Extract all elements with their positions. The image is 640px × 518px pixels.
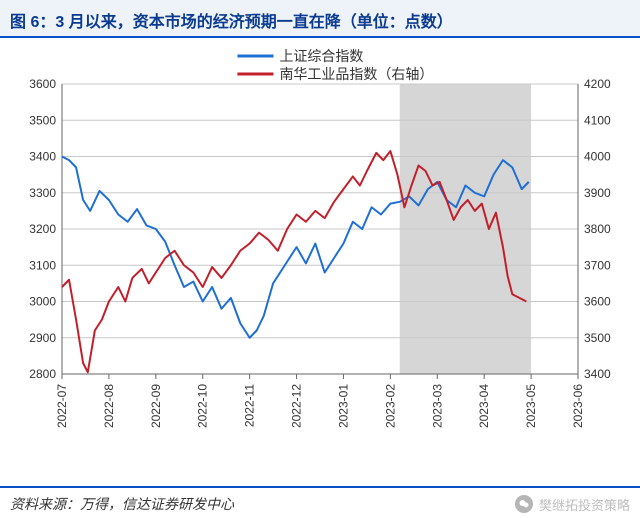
y-left-tick: 3300	[29, 186, 56, 200]
y-left-tick: 3400	[29, 150, 56, 164]
y-right-tick: 3900	[584, 186, 611, 200]
wechat-icon	[515, 495, 533, 513]
y-right-tick: 3500	[584, 331, 611, 345]
x-tick-label: 2023-01	[336, 384, 350, 428]
y-right-tick: 3800	[584, 222, 611, 236]
x-tick-label: 2022-10	[196, 384, 210, 428]
y-right-tick: 4100	[584, 113, 611, 127]
x-tick-label: 2023-03	[430, 384, 444, 428]
y-right-tick: 4200	[584, 77, 611, 91]
legend-label: 南华工业品指数（右轴）	[279, 66, 433, 82]
chart-container: 2800 2900 3000 3100 3200 3300 3400 3500 3600 3400…	[10, 44, 630, 464]
y-right-tick: 4000	[584, 150, 611, 164]
y-left-tick: 3000	[29, 295, 56, 309]
x-tick-label: 2022-09	[149, 384, 163, 428]
x-tick-label: 2022-12	[290, 384, 304, 428]
x-tick-label: 2023-05	[524, 384, 538, 428]
x-tick-label: 2022-07	[55, 384, 69, 428]
y-right-tick: 3600	[584, 295, 611, 309]
y-left-tick: 3600	[29, 77, 56, 91]
y-left-tick: 2900	[29, 331, 56, 345]
y-left-tick: 3100	[29, 258, 56, 272]
x-tick-label: 2022-11	[243, 384, 257, 427]
y-left-tick: 2800	[29, 367, 56, 381]
chart-title: 图 6：3 月以来，资本市场的经济预期一直在降（单位：点数）	[0, 0, 640, 38]
x-tick-label: 2023-04	[477, 384, 491, 428]
x-tick-label: 2023-02	[383, 384, 397, 428]
chart-svg: 2800 2900 3000 3100 3200 3300 3400 3500 3600 3400…	[10, 44, 630, 454]
y-left-tick: 3200	[29, 222, 56, 236]
wechat-tag: 樊继拓投资策略	[515, 495, 630, 514]
y-right-tick: 3700	[584, 258, 611, 272]
y-right-tick: 3400	[584, 367, 611, 381]
y-left-tick: 3500	[29, 113, 56, 127]
source-text: 资料来源：万得，信达证券研发中心	[10, 494, 234, 514]
wechat-account-label: 樊继拓投资策略	[539, 495, 630, 514]
x-tick-label: 2022-08	[102, 384, 116, 428]
legend-label: 上证综合指数	[279, 48, 363, 64]
source-bar: 资料来源：万得，信达证券研发中心 樊继拓投资策略	[0, 486, 640, 518]
x-tick-label: 2023-06	[571, 384, 585, 428]
